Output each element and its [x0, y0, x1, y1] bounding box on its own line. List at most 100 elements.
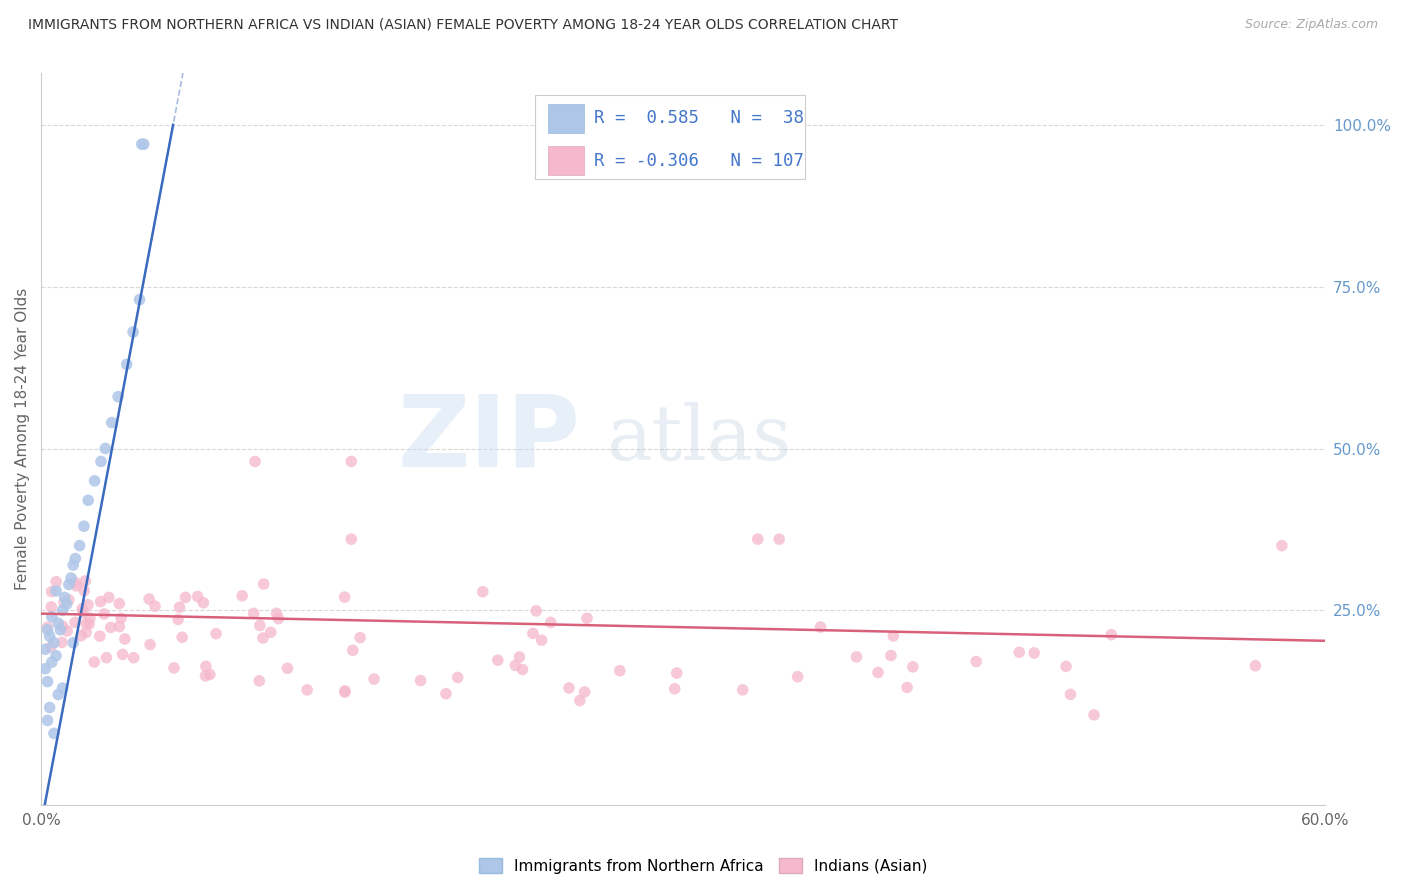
- Point: [243, 454, 266, 468]
- Point: [37, 623, 59, 637]
- Point: [1083, 707, 1105, 722]
- Point: [512, 663, 534, 677]
- Point: [508, 650, 530, 665]
- Point: [128, 293, 150, 307]
- Point: [786, 670, 808, 684]
- Point: [37, 674, 59, 689]
- Point: [62, 636, 84, 650]
- Point: [143, 599, 166, 614]
- Point: [866, 665, 889, 680]
- Point: [93, 607, 115, 621]
- Point: [447, 671, 470, 685]
- Point: [77, 617, 100, 632]
- Point: [108, 619, 131, 633]
- Point: [52, 619, 75, 633]
- Point: [77, 493, 100, 508]
- Point: [267, 612, 290, 626]
- Point: [558, 681, 581, 695]
- Point: [768, 532, 790, 546]
- Point: [73, 583, 96, 598]
- Point: [97, 591, 120, 605]
- Text: atlas: atlas: [606, 401, 792, 475]
- Point: [115, 357, 138, 371]
- Point: [51, 681, 73, 695]
- Point: [295, 682, 318, 697]
- Text: IMMIGRANTS FROM NORTHERN AFRICA VS INDIAN (ASIAN) FEMALE POVERTY AMONG 18-24 YEA: IMMIGRANTS FROM NORTHERN AFRICA VS INDIA…: [28, 18, 898, 32]
- Point: [198, 667, 221, 681]
- Point: [77, 598, 100, 612]
- Point: [574, 685, 596, 699]
- Text: R =  0.585   N =  38: R = 0.585 N = 38: [595, 110, 804, 128]
- Point: [205, 626, 228, 640]
- Point: [187, 590, 209, 604]
- Point: [845, 649, 868, 664]
- Legend: Immigrants from Northern Africa, Indians (Asian): Immigrants from Northern Africa, Indians…: [472, 852, 934, 880]
- Point: [42, 636, 65, 650]
- Point: [810, 620, 832, 634]
- Point: [70, 629, 93, 643]
- Point: [56, 624, 79, 638]
- Point: [62, 558, 84, 572]
- Point: [65, 575, 87, 590]
- Point: [138, 592, 160, 607]
- Point: [342, 643, 364, 657]
- Point: [530, 633, 553, 648]
- Point: [609, 664, 631, 678]
- Point: [34, 642, 56, 657]
- Point: [65, 579, 87, 593]
- Point: [409, 673, 432, 688]
- Point: [90, 594, 112, 608]
- Point: [167, 612, 190, 626]
- Point: [110, 611, 132, 625]
- Point: [38, 700, 60, 714]
- Point: [89, 629, 111, 643]
- Point: [45, 583, 67, 598]
- Point: [55, 597, 77, 611]
- FancyBboxPatch shape: [548, 146, 583, 175]
- Point: [63, 615, 86, 630]
- Point: [37, 620, 59, 634]
- Point: [37, 714, 59, 728]
- Point: [1099, 628, 1122, 642]
- Point: [882, 629, 904, 643]
- Point: [253, 577, 276, 591]
- Point: [505, 658, 527, 673]
- Point: [172, 630, 194, 644]
- Point: [540, 615, 562, 630]
- Point: [1244, 658, 1267, 673]
- Point: [39, 640, 62, 654]
- Point: [65, 551, 87, 566]
- Point: [122, 650, 145, 665]
- Point: [163, 661, 186, 675]
- Point: [471, 584, 494, 599]
- Point: [53, 591, 76, 605]
- Point: [111, 648, 134, 662]
- Point: [79, 611, 101, 625]
- Point: [69, 539, 91, 553]
- Point: [96, 650, 118, 665]
- Point: [73, 519, 96, 533]
- Point: [100, 416, 122, 430]
- Point: [108, 597, 131, 611]
- Text: R = -0.306   N = 107: R = -0.306 N = 107: [595, 152, 804, 169]
- Point: [174, 591, 197, 605]
- Point: [41, 584, 63, 599]
- Point: [107, 390, 129, 404]
- FancyBboxPatch shape: [548, 103, 583, 133]
- Point: [58, 592, 80, 607]
- Point: [276, 661, 298, 675]
- Point: [41, 655, 63, 669]
- Point: [575, 611, 598, 625]
- Point: [242, 607, 264, 621]
- Point: [45, 574, 67, 589]
- Point: [231, 589, 253, 603]
- Point: [94, 442, 117, 456]
- Point: [169, 600, 191, 615]
- Point: [58, 577, 80, 591]
- Point: [340, 532, 363, 546]
- Point: [363, 672, 385, 686]
- Point: [132, 137, 155, 152]
- Point: [340, 454, 363, 468]
- Point: [90, 454, 112, 468]
- Point: [1008, 645, 1031, 659]
